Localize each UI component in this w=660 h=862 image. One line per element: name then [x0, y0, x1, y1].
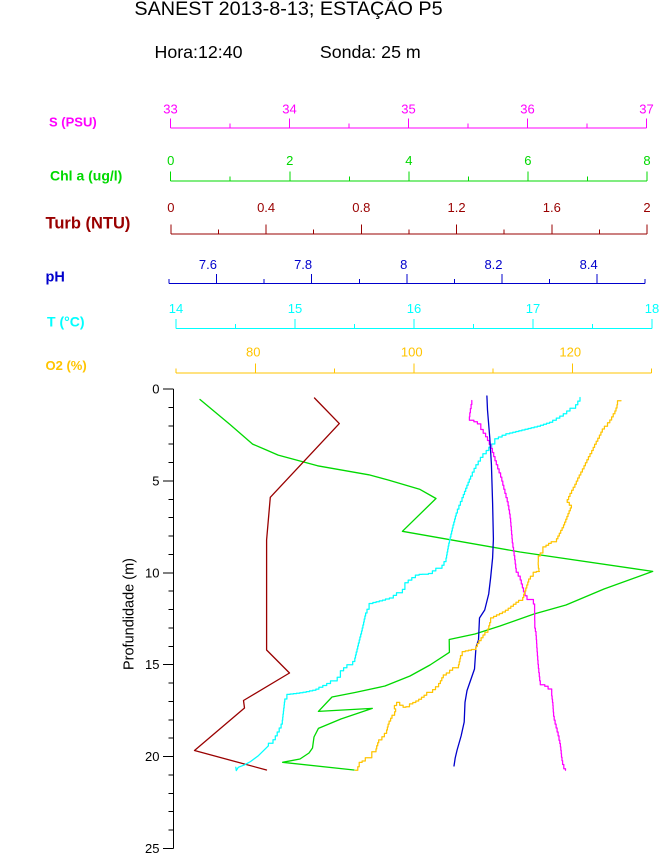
svg-text:4: 4 — [405, 153, 412, 168]
svg-text:0: 0 — [152, 382, 159, 397]
svg-text:36: 36 — [520, 101, 534, 116]
svg-text:Profundidade (m): Profundidade (m) — [122, 558, 138, 670]
svg-text:pH: pH — [46, 269, 65, 285]
svg-text:0: 0 — [167, 200, 174, 215]
svg-text:120: 120 — [559, 345, 581, 360]
svg-text:10: 10 — [145, 565, 159, 580]
svg-text:37: 37 — [639, 101, 653, 116]
svg-text:35: 35 — [401, 101, 415, 116]
svg-text:18: 18 — [645, 301, 659, 316]
svg-text:2: 2 — [286, 153, 293, 168]
svg-text:100: 100 — [401, 345, 423, 360]
svg-text:8.4: 8.4 — [580, 257, 598, 272]
svg-text:1.2: 1.2 — [448, 200, 466, 215]
svg-text:5: 5 — [152, 473, 159, 488]
svg-text:15: 15 — [288, 301, 302, 316]
svg-text:16: 16 — [407, 301, 421, 316]
svg-text:8: 8 — [643, 153, 650, 168]
svg-text:Sonda: 25 m: Sonda: 25 m — [320, 42, 421, 62]
svg-text:25: 25 — [145, 841, 159, 856]
svg-text:0.4: 0.4 — [257, 200, 275, 215]
svg-text:6: 6 — [524, 153, 531, 168]
svg-text:T (°C): T (°C) — [47, 313, 84, 329]
svg-text:0: 0 — [167, 153, 174, 168]
svg-text:33: 33 — [163, 101, 177, 116]
svg-text:S (PSU): S (PSU) — [49, 115, 97, 130]
svg-text:14: 14 — [169, 301, 183, 316]
svg-text:7.8: 7.8 — [294, 257, 312, 272]
svg-text:80: 80 — [246, 345, 260, 360]
svg-text:1.6: 1.6 — [543, 200, 561, 215]
svg-text:8: 8 — [400, 257, 407, 272]
svg-text:15: 15 — [145, 657, 159, 672]
svg-text:20: 20 — [145, 749, 159, 764]
svg-text:Chl a (ug/l): Chl a (ug/l) — [50, 168, 122, 184]
svg-text:O2 (%): O2 (%) — [46, 358, 87, 373]
svg-text:0.8: 0.8 — [352, 200, 370, 215]
svg-text:17: 17 — [526, 301, 540, 316]
svg-text:Hora:12:40: Hora:12:40 — [155, 42, 243, 62]
svg-text:Turb (NTU): Turb (NTU) — [46, 215, 131, 233]
svg-text:7.6: 7.6 — [199, 257, 217, 272]
svg-text:SANEST 2013-8-13; ESTAÇÃO P5: SANEST 2013-8-13; ESTAÇÃO P5 — [134, 0, 442, 20]
svg-text:34: 34 — [282, 101, 296, 116]
svg-text:8.2: 8.2 — [484, 257, 502, 272]
svg-text:2: 2 — [643, 200, 650, 215]
